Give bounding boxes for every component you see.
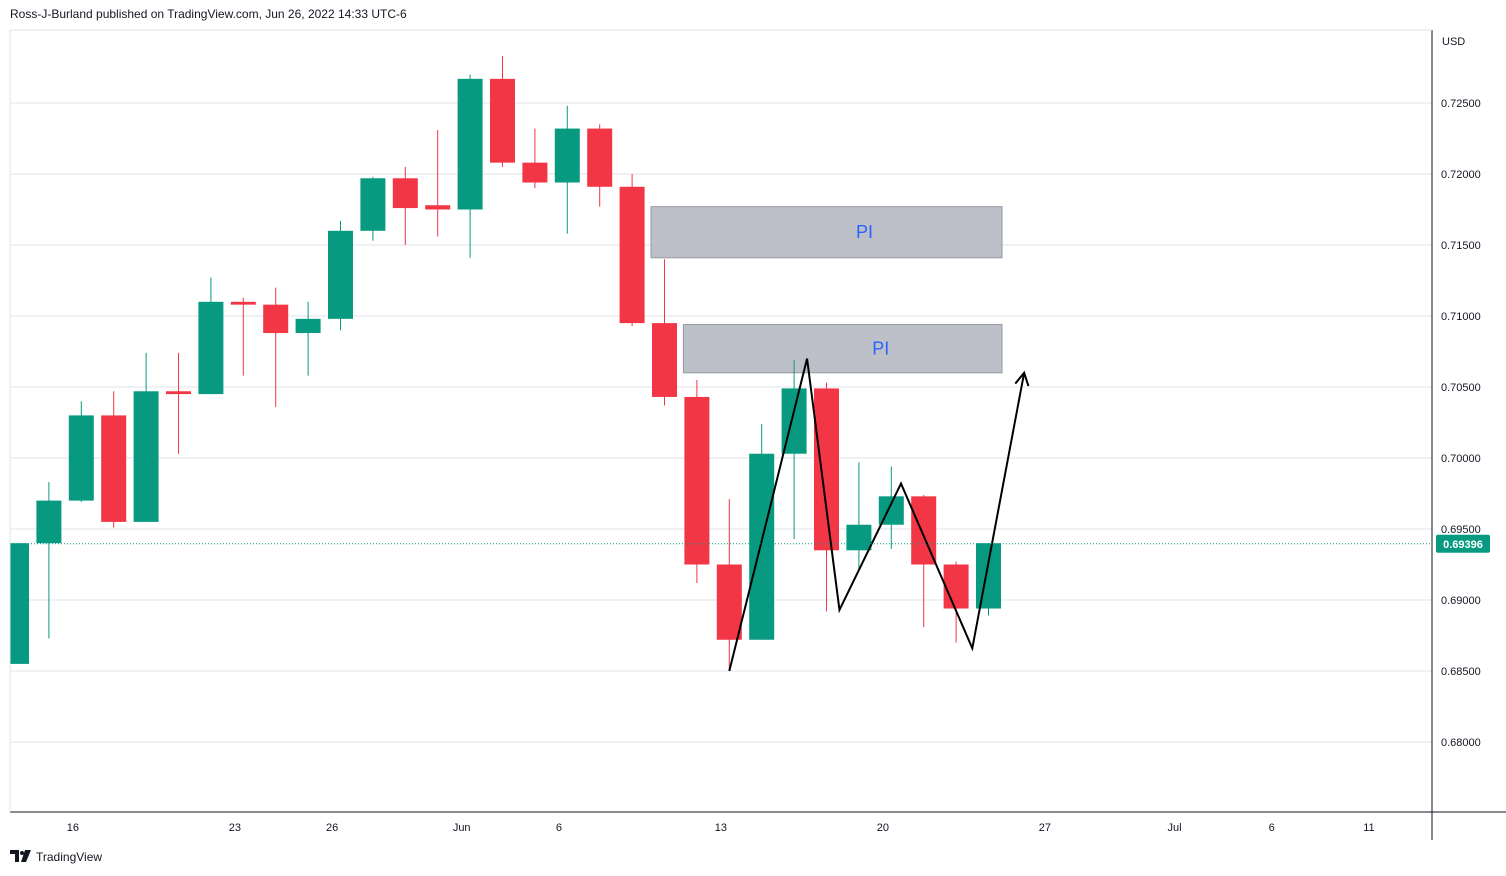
candle-body	[490, 78, 515, 163]
pi-zone-label: PI	[872, 339, 889, 359]
y-tick-label: 0.69000	[1441, 595, 1481, 607]
candle	[749, 423, 775, 640]
candle-body	[652, 323, 677, 397]
x-tick-label: 16	[67, 822, 79, 834]
candle-body	[392, 178, 418, 209]
y-tick-label: 0.70500	[1441, 382, 1481, 394]
candle	[10, 543, 29, 664]
candle	[846, 462, 872, 569]
x-tick-label: 6	[1269, 822, 1275, 834]
candle-body	[587, 128, 613, 187]
candle	[943, 561, 969, 643]
tradingview-icon	[10, 850, 31, 862]
x-tick-label: 23	[229, 822, 241, 834]
candle	[490, 56, 515, 167]
candle-body	[457, 78, 483, 210]
grid-lines	[10, 102, 1432, 743]
y-tick-label: 0.68000	[1441, 737, 1481, 749]
x-tick-label: 11	[1363, 822, 1374, 834]
candle-body	[263, 304, 289, 334]
candle-body	[814, 388, 839, 551]
x-tick-label: Jul	[1167, 822, 1181, 834]
candle	[587, 124, 613, 207]
candle-body	[684, 396, 710, 565]
currency-label: USD	[1442, 36, 1465, 48]
publisher-header: Ross-J-Burland published on TradingView.…	[10, 7, 407, 21]
candle	[392, 166, 418, 245]
tradingview-brand: TradingView	[36, 850, 103, 864]
y-tick-label: 0.70000	[1441, 453, 1481, 465]
candle-body	[133, 391, 159, 522]
candle	[263, 287, 289, 407]
candle-body	[846, 524, 872, 551]
candle-body	[295, 318, 321, 334]
candle	[360, 176, 386, 241]
x-tick-label: Jun	[453, 822, 471, 834]
x-tick-label: 20	[877, 822, 889, 834]
candle-body	[36, 500, 62, 544]
candle-body	[68, 415, 94, 501]
x-tick-label: 27	[1039, 822, 1051, 834]
y-tick-label: 0.71000	[1441, 311, 1481, 323]
candle	[36, 482, 62, 639]
candle-body	[943, 564, 969, 609]
current-price-badge: 0.69396	[1436, 534, 1490, 553]
candle-body	[101, 415, 127, 522]
candle-body	[619, 186, 645, 324]
y-tick-label: 0.72000	[1441, 169, 1481, 181]
candle	[814, 382, 839, 612]
y-tick-label: 0.69500	[1441, 524, 1481, 536]
candle	[911, 494, 937, 627]
current-price-badge-bg	[1436, 534, 1490, 553]
candle-body	[716, 564, 742, 640]
candle	[295, 301, 321, 376]
pi-zone	[650, 206, 1003, 259]
x-tick-label: 13	[715, 822, 727, 834]
candle-body	[10, 543, 29, 664]
arrow-head	[1014, 370, 1030, 387]
candle-body	[976, 543, 1001, 609]
candles	[10, 56, 1001, 671]
candle	[166, 352, 191, 454]
candle	[101, 391, 127, 528]
candle	[652, 259, 677, 406]
candle	[619, 174, 645, 326]
candle	[522, 128, 548, 189]
x-tick-label: 6	[556, 822, 562, 834]
candle-body	[522, 162, 548, 183]
pi-zone-label: PI	[856, 222, 873, 242]
axes: USD 0.68000 0.68500 0.69000 0.69500 0.70000 0.…	[9, 29, 1506, 840]
tradingview-logo[interactable]: TradingView	[10, 850, 102, 864]
y-tick-label: 0.71500	[1441, 240, 1481, 252]
candle-body	[360, 178, 386, 231]
candle-body	[749, 453, 775, 640]
pi-zone	[682, 324, 1003, 374]
candle	[68, 401, 94, 503]
pattern-lines	[728, 358, 1030, 672]
y-tick-label: 0.72500	[1441, 98, 1481, 110]
zigzag-pattern-line	[728, 358, 1026, 672]
candle	[457, 74, 483, 258]
candle	[198, 277, 224, 395]
candle-body	[198, 301, 224, 395]
candle	[328, 220, 353, 331]
candle	[716, 499, 742, 671]
candle	[976, 543, 1001, 616]
candle-body	[328, 230, 353, 319]
candle-body	[554, 128, 580, 183]
candle	[684, 379, 710, 583]
candle	[230, 297, 256, 376]
current-price-value: 0.69396	[1443, 539, 1483, 551]
candle-body	[166, 391, 191, 395]
x-tick-label: 26	[326, 822, 338, 834]
y-tick-label: 0.68500	[1441, 666, 1481, 678]
candle-body	[425, 205, 451, 210]
pattern-zones: PI PI	[650, 206, 1003, 374]
candle	[554, 105, 580, 234]
candle	[425, 129, 451, 237]
candle-body	[230, 301, 256, 305]
candle	[878, 466, 904, 549]
candle	[133, 352, 159, 522]
